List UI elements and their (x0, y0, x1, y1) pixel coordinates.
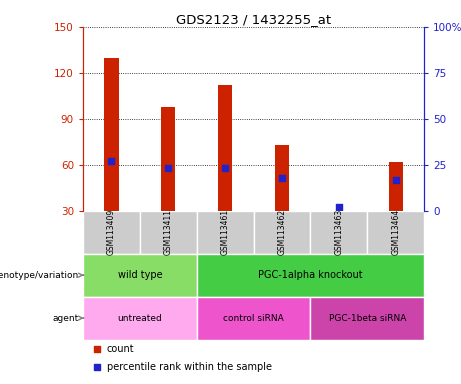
Point (108, 158, 115, 164)
Bar (310, 296, 424, 339)
Bar (140, 211, 197, 254)
Text: GSM113411: GSM113411 (164, 209, 173, 255)
Text: genotype/variation: genotype/variation (0, 271, 78, 280)
Text: GSM113409: GSM113409 (107, 209, 116, 255)
Point (221, 166, 229, 172)
Bar (83, 211, 140, 254)
Text: GSM113461: GSM113461 (221, 209, 230, 255)
Text: wild type: wild type (118, 270, 162, 280)
Bar (83, 296, 197, 339)
Bar (275, 145, 289, 211)
Bar (83, 254, 197, 296)
Text: PGC-1beta siRNA: PGC-1beta siRNA (329, 314, 406, 323)
Bar (197, 254, 424, 296)
Point (278, 175, 286, 181)
Bar (389, 162, 403, 211)
Text: PGC-1alpha knockout: PGC-1alpha knockout (258, 270, 363, 280)
Text: percentile rank within the sample: percentile rank within the sample (107, 362, 272, 372)
Text: agent: agent (52, 314, 78, 323)
Point (93, 346, 100, 352)
Bar (104, 58, 118, 211)
Bar (197, 211, 254, 254)
Text: GSM113463: GSM113463 (334, 209, 343, 255)
Bar (310, 211, 367, 254)
Bar (254, 211, 310, 254)
Bar (197, 296, 310, 339)
Point (93, 364, 100, 370)
Bar (332, 211, 346, 214)
Text: untreated: untreated (118, 314, 162, 323)
Bar (161, 107, 175, 211)
Title: GDS2123 / 1432255_at: GDS2123 / 1432255_at (176, 13, 331, 26)
Bar (367, 211, 424, 254)
Text: control siRNA: control siRNA (223, 314, 284, 323)
Text: GSM113464: GSM113464 (391, 209, 400, 255)
Point (165, 166, 172, 172)
Point (335, 204, 343, 210)
Text: count: count (107, 344, 135, 354)
Text: GSM113462: GSM113462 (278, 209, 286, 255)
Bar (218, 85, 232, 211)
Point (392, 177, 399, 183)
